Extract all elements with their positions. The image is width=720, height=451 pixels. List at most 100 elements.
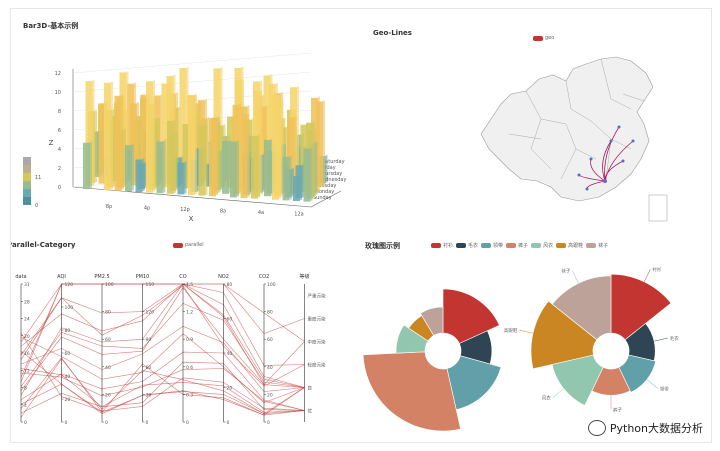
rose-legend-item[interactable]: 袜子 — [586, 242, 608, 249]
flight-line — [604, 126, 620, 182]
geo-legend[interactable]: geo — [533, 35, 554, 41]
province-border — [622, 93, 645, 102]
parallel-line — [20, 332, 305, 412]
parallel-legend[interactable]: parallel — [173, 242, 204, 248]
parallel-category-label: 良 — [308, 385, 313, 392]
parallel-tick-label: 20 — [267, 392, 273, 398]
parallel-category-label: 中度污染 — [308, 339, 326, 346]
city-point — [577, 173, 581, 177]
parallel-category-label: 轻度污染 — [308, 362, 326, 369]
rose-legend-item[interactable]: 毛衣 — [456, 242, 478, 249]
rose-slice-label: 衬衫 — [652, 266, 661, 273]
rose-slice — [530, 300, 598, 370]
rose-label-line — [519, 329, 534, 334]
parallel-axis-name: CO2 — [259, 274, 270, 280]
parallel-panel: Parallel-Category parallel data 0 4 8 12 16 20… — [11, 229, 361, 442]
x-tick-label: 12a — [294, 212, 303, 218]
bar3d-bar-side — [126, 71, 129, 184]
parallel-tick-label: 60 — [146, 365, 152, 371]
bar3d-bar-side — [318, 96, 320, 192]
bar3d-bar-side — [260, 90, 263, 195]
x-tick-label: 4a — [258, 210, 264, 216]
parallel-tick-label: 100 — [105, 282, 114, 288]
flight-line — [590, 158, 606, 182]
parallel-tick-label: 20 — [105, 392, 111, 398]
rose-legend-label: 衬衫 — [443, 243, 454, 249]
watermark-text: Python大数据分析 — [609, 422, 703, 435]
rose-legend-item[interactable]: 领带 — [481, 242, 503, 249]
rose-legend-item[interactable]: 裤子 — [506, 242, 528, 249]
parallel-line — [20, 357, 305, 416]
parallel-legend-swatch — [173, 242, 183, 248]
parallel-tick-label: 100 — [267, 282, 276, 288]
parallel-axis-name: PM2.5 — [94, 274, 109, 280]
parallel-chart: data 0 4 8 12 16 20 24 28 31 AQI 0 20 40 60 80 100 120 PM2… — [15, 273, 326, 426]
parallel-tick-label: 60 — [267, 337, 273, 343]
parallel-axis-name: PM10 — [136, 274, 150, 280]
rose-slice — [618, 354, 657, 393]
parallel-tick-label: 20 — [227, 386, 233, 392]
province-border — [560, 148, 577, 180]
bar3d-bar-side — [220, 67, 223, 177]
rose-slice — [395, 324, 429, 354]
bar3d-bar-side — [163, 140, 166, 193]
visualmap-bar — [23, 173, 31, 181]
bar3d-bar — [230, 141, 237, 198]
bar3d-bar-side — [90, 141, 92, 188]
bar3d-bar — [98, 103, 106, 184]
geo-title: Geo-Lines — [373, 29, 412, 37]
parallel-tick-label: 1.2 — [186, 310, 193, 316]
bar3d-bar-side — [281, 99, 284, 196]
bar3d-bar — [272, 95, 279, 200]
city-point — [617, 125, 621, 129]
day-tick-label: Sunday — [313, 195, 332, 201]
bar3d-bar — [240, 106, 248, 198]
geo-map — [480, 56, 668, 222]
flight-line — [604, 140, 634, 182]
rose-legend-item[interactable]: 风衣 — [531, 242, 553, 249]
parallel-tick-label: 24 — [24, 317, 30, 323]
z-tick-label: 4 — [58, 147, 61, 153]
parallel-tick-label: 120 — [146, 310, 155, 316]
rose-legend-swatch — [481, 243, 492, 248]
rose-slice — [551, 275, 612, 341]
rose-legend-item[interactable]: 衬衫 — [431, 242, 453, 249]
bar3d-bar — [167, 120, 174, 194]
parallel-tick-label: 0 — [227, 420, 230, 426]
china-map-outline — [480, 56, 654, 202]
parallel-tick-label: 0 — [65, 420, 68, 426]
bar3d-bar — [161, 83, 169, 188]
parallel-tick-label: 80 — [105, 310, 111, 316]
rose-legend-item[interactable]: 高跟鞋 — [556, 242, 583, 249]
rose-slice — [442, 288, 500, 344]
parallel-axis-name: AQI — [57, 274, 66, 280]
day-tick-label: Tuesday — [315, 183, 336, 189]
bar3d-bar-side — [137, 102, 139, 185]
parallel-tick-label: 20 — [65, 397, 71, 403]
rose-legend-label: 高跟鞋 — [568, 243, 584, 249]
parallel-line — [20, 283, 305, 343]
parallel-tick-label: 40 — [105, 365, 111, 371]
bar3d-title: Bar3D-基本示例 — [23, 22, 79, 30]
visualmap-max: 11 — [35, 175, 41, 181]
city-point — [631, 139, 635, 143]
parallel-tick-label: 40 — [267, 365, 273, 371]
origin-city-point — [603, 179, 607, 183]
x-tick-label: 4p — [144, 206, 150, 212]
visualmap-bar — [23, 165, 31, 173]
visualmap-min: 0 — [35, 203, 38, 209]
bar3d-bar-side — [289, 155, 292, 200]
bar3d-bar — [222, 141, 229, 194]
parallel-line — [20, 325, 305, 392]
day-tick-label: Friday — [321, 165, 336, 171]
rose-legend-label: 毛衣 — [468, 243, 479, 249]
bar3d-bar-side — [323, 100, 325, 186]
z-axis-title: Z — [49, 139, 54, 147]
rose-slice-label: 裤子 — [613, 406, 622, 413]
z-tick-label: 10 — [55, 90, 61, 96]
rose-label-line — [646, 379, 658, 389]
visualmap-bar — [23, 181, 31, 189]
province-border — [565, 80, 592, 122]
parallel-title: Parallel-Category — [11, 241, 76, 249]
